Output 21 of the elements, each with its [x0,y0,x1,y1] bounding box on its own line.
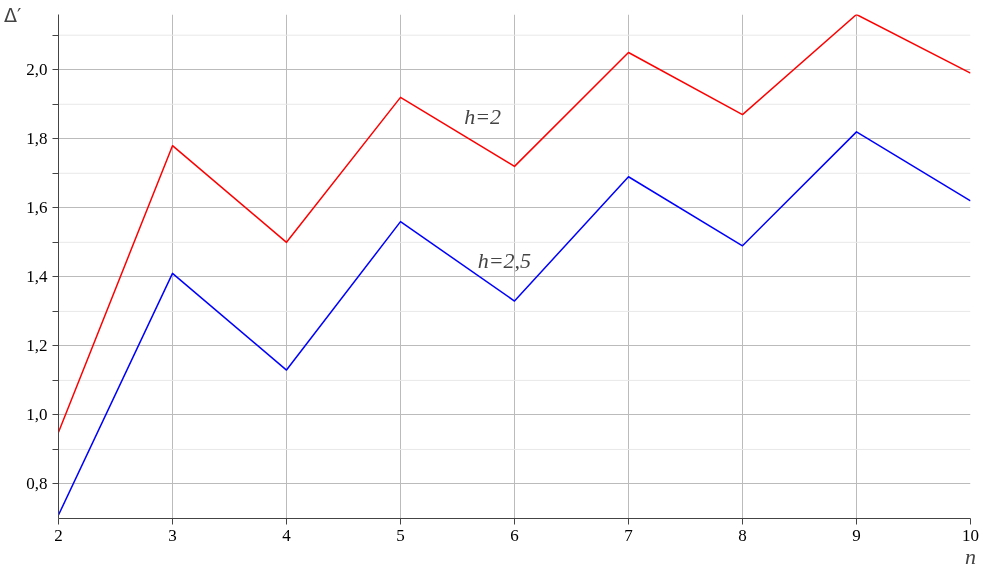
annotation: h=2 [464,103,501,129]
line-series [58,14,971,433]
y-axis-title: Δ′ [3,3,22,26]
x-tick-label: 9 [852,525,861,545]
annotation: h=2,5 [477,248,532,274]
y-tick-label: 1,6 [26,198,48,218]
x-tick-label: 5 [396,525,405,545]
x-tick-label: 10 [962,525,979,545]
y-tick-label: 1,0 [26,405,48,425]
y-tick-label: 1,4 [26,267,48,287]
x-tick-label: 3 [168,525,177,545]
x-axis-title: n [965,543,976,569]
x-tick-label: 2 [54,525,63,545]
y-tick-label: 1,2 [26,336,48,356]
y-tick-label: 2,0 [26,60,48,80]
x-tick-label: 6 [510,525,519,545]
y-tick-label: 1,8 [26,129,48,149]
y-tick-label: 0,8 [26,474,48,494]
x-tick-label: 8 [738,525,747,545]
x-tick-label: 4 [282,525,292,545]
x-tick-label: 7 [624,525,634,545]
